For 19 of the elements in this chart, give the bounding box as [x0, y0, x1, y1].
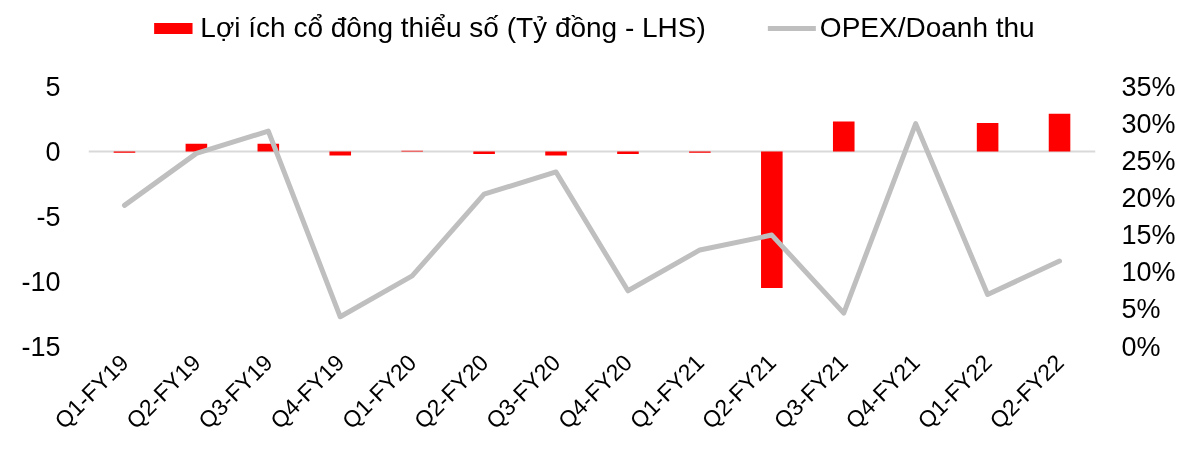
- y-tick-label: -5: [36, 202, 61, 232]
- bar: [832, 121, 855, 152]
- y-tick-label: -15: [21, 332, 61, 362]
- y2-tick-label: 20%: [1121, 182, 1176, 213]
- legend-label: Lợi ích cổ đông thiểu số (Tỷ đồng - LHS): [200, 12, 706, 44]
- y2-tick-label: 5%: [1121, 294, 1161, 325]
- y2-tick-label: 10%: [1121, 257, 1176, 288]
- bar: [976, 122, 999, 152]
- y-tick-label: 0: [45, 137, 61, 167]
- y2-tick-label: 30%: [1121, 108, 1176, 139]
- y2-tick-label: 0%: [1121, 331, 1161, 362]
- y2-tick-label: 25%: [1121, 145, 1176, 176]
- y-tick-label: 5: [45, 72, 61, 102]
- y-tick-label: -10: [21, 267, 61, 297]
- bar: [1048, 113, 1071, 152]
- bar: [761, 151, 783, 288]
- y2-tick-label: 15%: [1121, 220, 1176, 251]
- legend-label: OPEX/Doanh thu: [819, 12, 1035, 44]
- y2-tick-label: 35%: [1121, 71, 1176, 102]
